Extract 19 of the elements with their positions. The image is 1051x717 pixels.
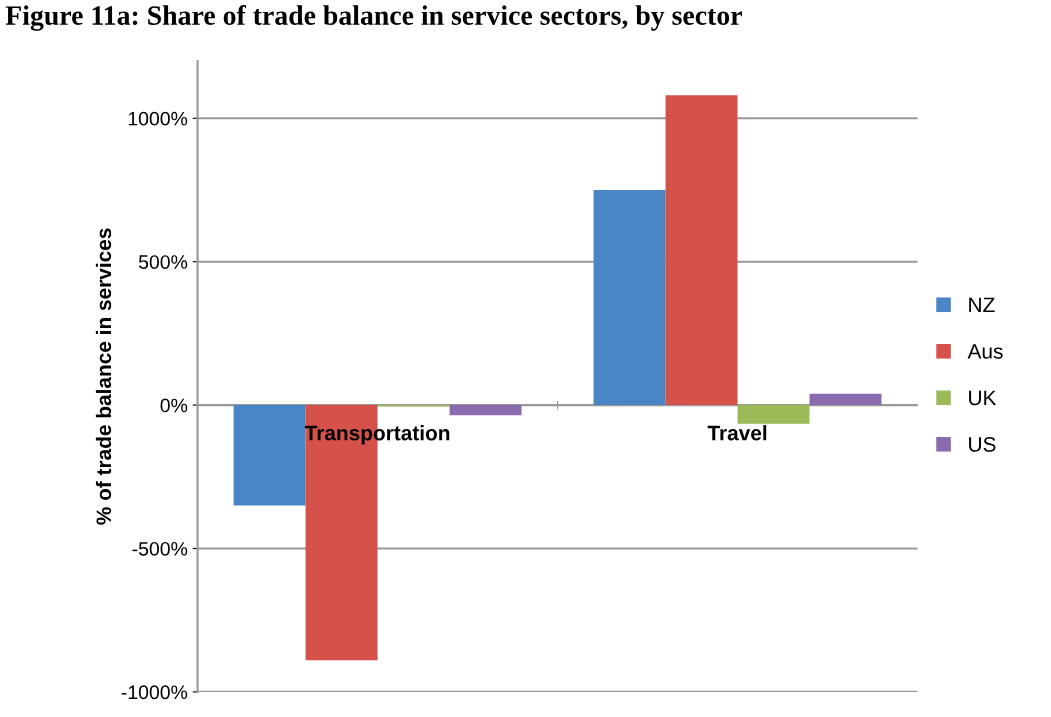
y-axis-title: % of trade balance in services bbox=[95, 228, 112, 525]
legend-label: US bbox=[969, 437, 996, 452]
y-tick-label: -500% bbox=[132, 541, 188, 556]
bar bbox=[593, 190, 666, 406]
y-tick-label: 0% bbox=[160, 398, 188, 413]
y-tick-label: 500% bbox=[138, 255, 188, 269]
legend-label: NZ bbox=[969, 297, 995, 313]
y-tick-label: -1000% bbox=[121, 685, 188, 700]
bar bbox=[449, 405, 522, 416]
bar bbox=[233, 405, 306, 506]
bar bbox=[665, 95, 738, 406]
x-tick-label: Travel bbox=[707, 425, 767, 441]
chart-title: Figure 11a: Share of trade balance in service sectors, by sector bbox=[5, 5, 742, 31]
x-tick-label: Transportation bbox=[304, 425, 450, 445]
bar bbox=[809, 393, 882, 406]
legend-label: Aus bbox=[967, 344, 1003, 359]
bar bbox=[737, 405, 810, 424]
y-tick-label: 1000% bbox=[128, 111, 188, 126]
legend-label: UK bbox=[969, 390, 997, 406]
